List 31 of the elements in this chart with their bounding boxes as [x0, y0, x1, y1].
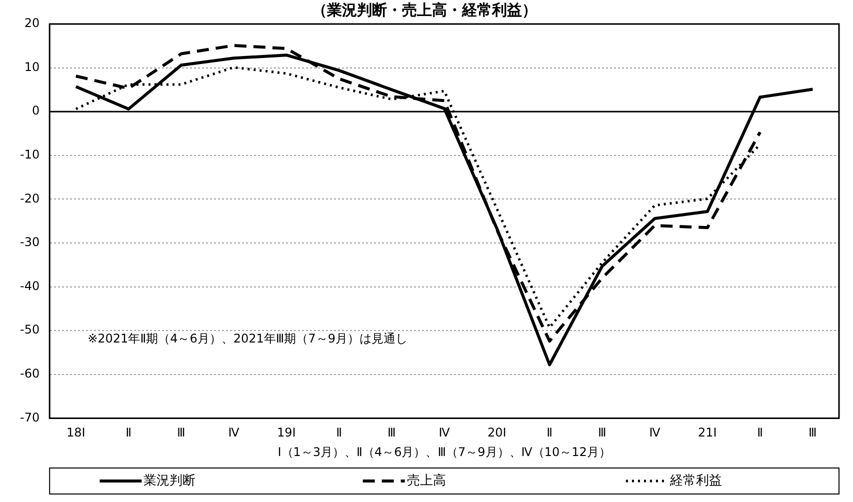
x-tick-label: Ⅲ	[388, 426, 396, 440]
x-tick-label: 21Ⅰ	[698, 426, 717, 440]
x-tick-label: Ⅱ	[546, 426, 553, 440]
y-tick-label: 10	[24, 60, 40, 74]
x-tick-label: Ⅱ	[336, 426, 342, 440]
annotation: ※2021年Ⅱ期（4～6月）、2021年Ⅲ期（7～9月）は見通し	[88, 331, 408, 346]
x-tick-label: Ⅳ	[228, 426, 240, 440]
y-tick-label: -70	[20, 410, 40, 424]
x-tick-label: 18Ⅰ	[66, 426, 86, 440]
chart-title: （業況判断・売上高・経常利益）	[312, 0, 537, 19]
y-tick-label: -60	[20, 366, 40, 381]
x-tick-label: Ⅲ	[808, 426, 817, 440]
x-tick-label: Ⅲ	[598, 426, 606, 440]
x-axis-title: Ⅰ（1～3月）、Ⅱ（4～6月）、Ⅲ（7～9月）、Ⅳ（10～12月）	[278, 444, 611, 459]
x-tick-label: Ⅳ	[649, 426, 660, 440]
y-tick-label: -10	[20, 148, 40, 162]
x-tick-label: Ⅱ	[126, 426, 132, 440]
legend-label: 業況判断	[144, 473, 196, 488]
x-tick-label: 19Ⅰ	[277, 426, 296, 440]
y-tick-label: 0	[32, 104, 40, 118]
x-tick-label: Ⅲ	[177, 426, 186, 440]
y-tick-label: -20	[20, 191, 40, 206]
y-tick-label: -50	[20, 322, 40, 337]
legend-label: 売上高	[406, 472, 446, 488]
legend-label: 経常利益	[668, 473, 722, 488]
y-tick-label: -40	[20, 278, 40, 293]
x-tick-label: Ⅱ	[757, 426, 764, 440]
x-tick-label: Ⅳ	[438, 426, 450, 440]
y-tick-label: -30	[20, 235, 40, 250]
y-tick-label: 20	[24, 16, 40, 30]
x-tick-label: 20Ⅰ	[488, 426, 506, 440]
